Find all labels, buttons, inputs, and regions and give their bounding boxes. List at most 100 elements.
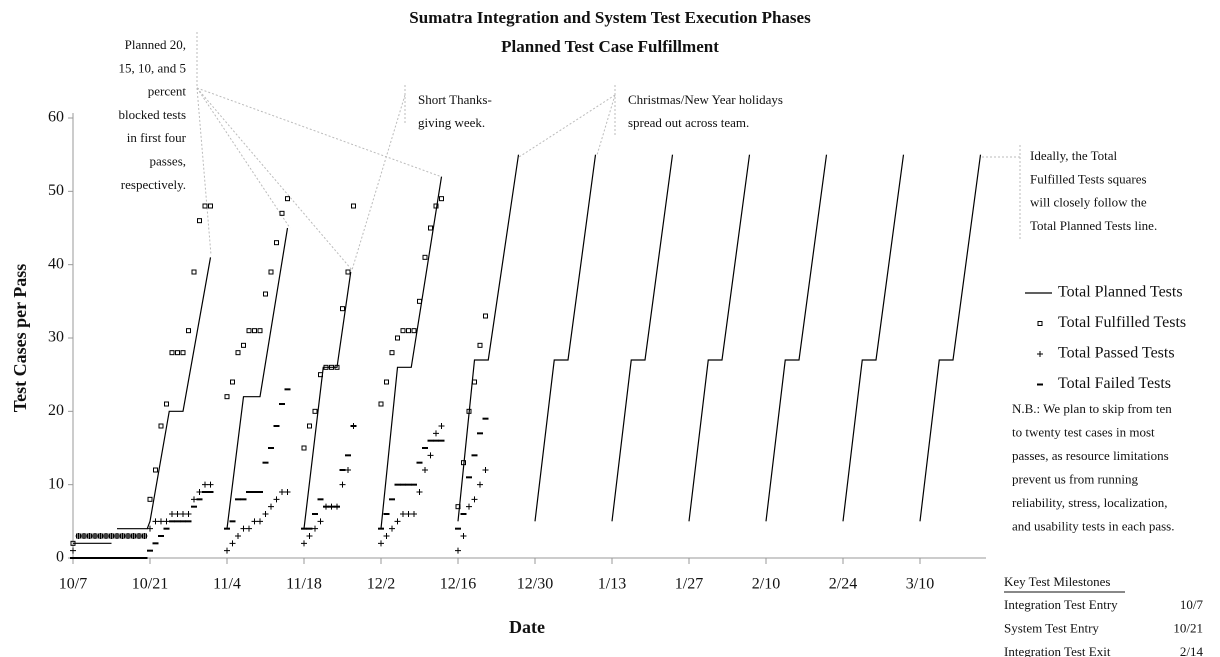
- fulfilled-marker: [472, 379, 477, 385]
- fulfilled-marker: [263, 291, 268, 297]
- passed-marker: [383, 533, 390, 539]
- y-tick-label: 10: [48, 475, 64, 492]
- x-tick-label: 1/13: [598, 576, 626, 593]
- passed-marker: [339, 481, 346, 488]
- fulfilled-marker: [406, 328, 411, 334]
- milestone-date: 2/14: [1180, 644, 1204, 657]
- annotation: Short Thanks-: [418, 92, 492, 107]
- fulfilled-marker: [252, 328, 257, 334]
- passed-marker: [268, 503, 274, 510]
- passed-marker: [378, 540, 384, 547]
- fulfilled-marker: [395, 335, 400, 341]
- y-tick-label: 30: [48, 329, 64, 346]
- note: to twenty test cases in most: [1012, 424, 1155, 439]
- annotation: Total Planned Tests line.: [1030, 218, 1157, 233]
- fulfilled-marker: [279, 210, 285, 216]
- passed-marker: [482, 467, 489, 473]
- x-tick-label: 2/24: [829, 576, 857, 593]
- note: and usability tests in each pass.: [1012, 518, 1174, 533]
- fulfilled-marker: [378, 401, 384, 407]
- milestone-name: Integration Test Entry: [1004, 597, 1118, 612]
- fulfilled-marker: [466, 408, 472, 414]
- passed-marker: [224, 547, 230, 554]
- milestone-date: 10/7: [1180, 597, 1204, 612]
- fulfilled-marker: [191, 269, 197, 275]
- passed-marker: [246, 525, 252, 532]
- annotation: in first four: [127, 130, 187, 145]
- fulfilled-marker: [433, 203, 439, 209]
- legend-swatch: [1037, 321, 1043, 326]
- legend-label: Total Planned Tests: [1058, 284, 1183, 301]
- passed-marker: [422, 467, 428, 473]
- fulfilled-marker: [323, 364, 329, 370]
- passed-marker: [125, 533, 131, 539]
- passed-marker: [202, 481, 208, 488]
- fulfilled-marker: [169, 350, 175, 356]
- passed-marker: [433, 430, 439, 437]
- note: N.B.: We plan to skip from ten: [1012, 401, 1172, 416]
- passed-marker: [257, 518, 263, 525]
- passed-marker: [174, 511, 181, 517]
- annotation: Fulfilled Tests squares: [1030, 171, 1147, 186]
- passed-marker: [103, 533, 109, 539]
- x-tick-label: 12/2: [367, 576, 395, 593]
- passed-marker: [411, 511, 417, 517]
- fulfilled-marker: [301, 445, 307, 451]
- passed-marker: [427, 452, 434, 459]
- y-axis-label: Test Cases per Pass: [10, 264, 30, 413]
- annotation: Christmas/New Year holidays: [628, 92, 783, 107]
- y-tick-label: 20: [48, 402, 64, 419]
- fulfilled-marker: [477, 342, 483, 348]
- fulfilled-marker: [175, 350, 180, 356]
- passed-marker: [81, 533, 87, 539]
- passed-marker: [136, 533, 142, 539]
- fulfilled-marker: [285, 196, 290, 202]
- y-tick-label: 40: [48, 255, 64, 272]
- passed-marker: [262, 511, 269, 517]
- passed-marker: [389, 525, 395, 532]
- x-tick-label: 12/30: [517, 576, 553, 593]
- planned-line: [73, 154, 982, 544]
- passed-marker: [466, 503, 472, 510]
- annotation: spread out across team.: [628, 115, 749, 130]
- x-tick-label: 12/16: [440, 576, 476, 593]
- x-tick-label: 1/27: [675, 576, 703, 593]
- passed-marker: [169, 511, 175, 517]
- passed-marker: [75, 533, 82, 539]
- fulfilled-marker: [389, 350, 395, 356]
- fulfilled-marker: [318, 372, 323, 378]
- passed-marker: [416, 489, 423, 495]
- passed-marker: [455, 547, 461, 554]
- x-tick-label: 11/18: [286, 576, 322, 593]
- fulfilled-marker: [268, 269, 274, 275]
- y-tick-label: 60: [48, 109, 64, 126]
- fulfilled-marker: [224, 394, 230, 400]
- annotation: will closely follow the: [1030, 195, 1147, 210]
- annotation: blocked tests: [118, 107, 186, 122]
- passed-marker: [279, 489, 285, 495]
- passed-marker: [70, 547, 76, 554]
- fulfilled-marker: [147, 496, 153, 502]
- fulfilled-marker: [400, 328, 406, 334]
- passed-marker: [284, 489, 291, 495]
- fulfilled-marker: [334, 364, 340, 370]
- x-tick-label: 2/10: [752, 576, 780, 593]
- passed-marker: [147, 525, 153, 532]
- passed-marker: [400, 511, 406, 517]
- passed-marker: [312, 525, 318, 532]
- fulfilled-marker: [235, 350, 241, 356]
- y-tick-label: 50: [48, 182, 64, 199]
- milestone-name: System Test Entry: [1004, 620, 1099, 635]
- passed-marker: [251, 518, 258, 525]
- passed-marker: [301, 540, 307, 547]
- fulfilled-marker: [180, 350, 186, 356]
- fulfilled-marker: [208, 203, 213, 209]
- passed-marker: [92, 533, 98, 539]
- fulfilled-marker: [483, 313, 488, 319]
- passed-marker: [405, 511, 412, 517]
- fulfilled-marker: [158, 423, 164, 429]
- leader-lines: [196, 32, 1021, 271]
- fulfilled-marker: [439, 196, 444, 202]
- fulfilled-marker: [186, 328, 191, 334]
